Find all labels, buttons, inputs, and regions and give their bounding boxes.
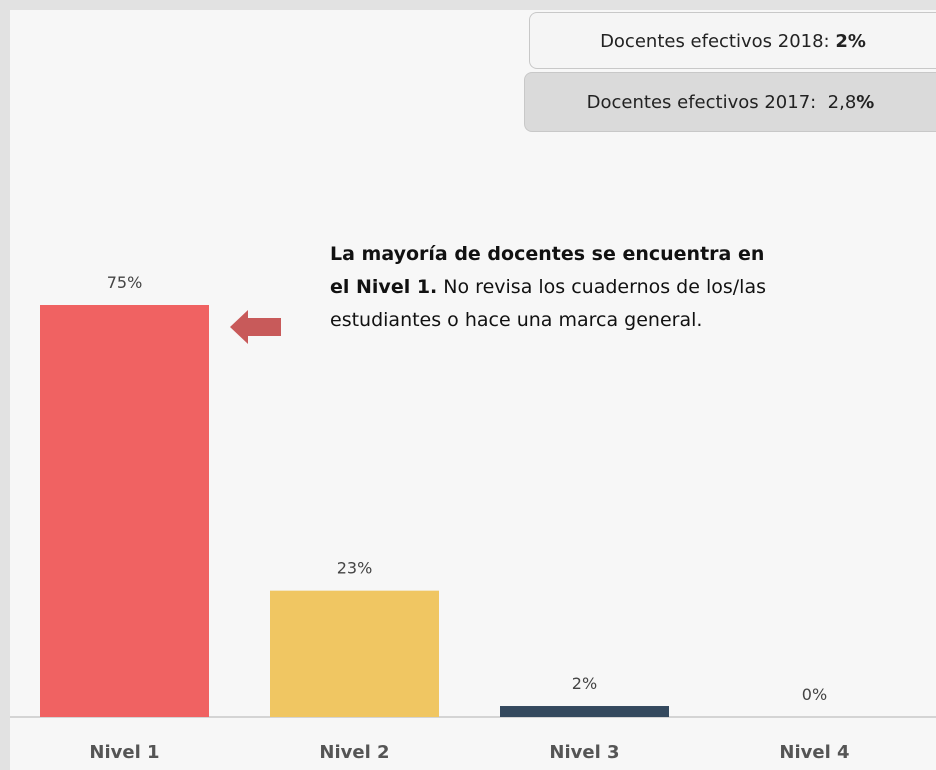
bar <box>270 590 439 717</box>
info-box: Docentes efectivos 2017: 2,8% <box>524 72 936 132</box>
value-label: 0% <box>802 685 827 704</box>
category-label: Nivel 2 <box>319 742 389 763</box>
annotation-text: No revisa los cuadernos de los/las estud… <box>330 276 766 331</box>
value-label: 2% <box>572 674 597 693</box>
category-label: Nivel 1 <box>89 742 159 763</box>
info-text: Docentes efectivos 2018: <box>600 31 836 52</box>
category-label: Nivel 3 <box>549 742 619 763</box>
bar <box>500 706 669 717</box>
info-text: Docentes efectivos 2017: 2,8 <box>586 92 857 113</box>
info-box: Docentes efectivos 2018: 2% <box>529 12 936 69</box>
annotation: La mayoría de docentes se encuentra en e… <box>330 238 780 337</box>
value-label: 75% <box>107 273 143 292</box>
info-value: % <box>856 92 875 113</box>
arrow <box>230 310 281 344</box>
info-value: 2% <box>835 31 866 52</box>
bar <box>40 305 209 717</box>
value-label: 23% <box>337 559 373 578</box>
category-label: Nivel 4 <box>779 742 849 763</box>
annotation-bold: La mayoría de docentes se encuentra en e… <box>330 243 765 298</box>
